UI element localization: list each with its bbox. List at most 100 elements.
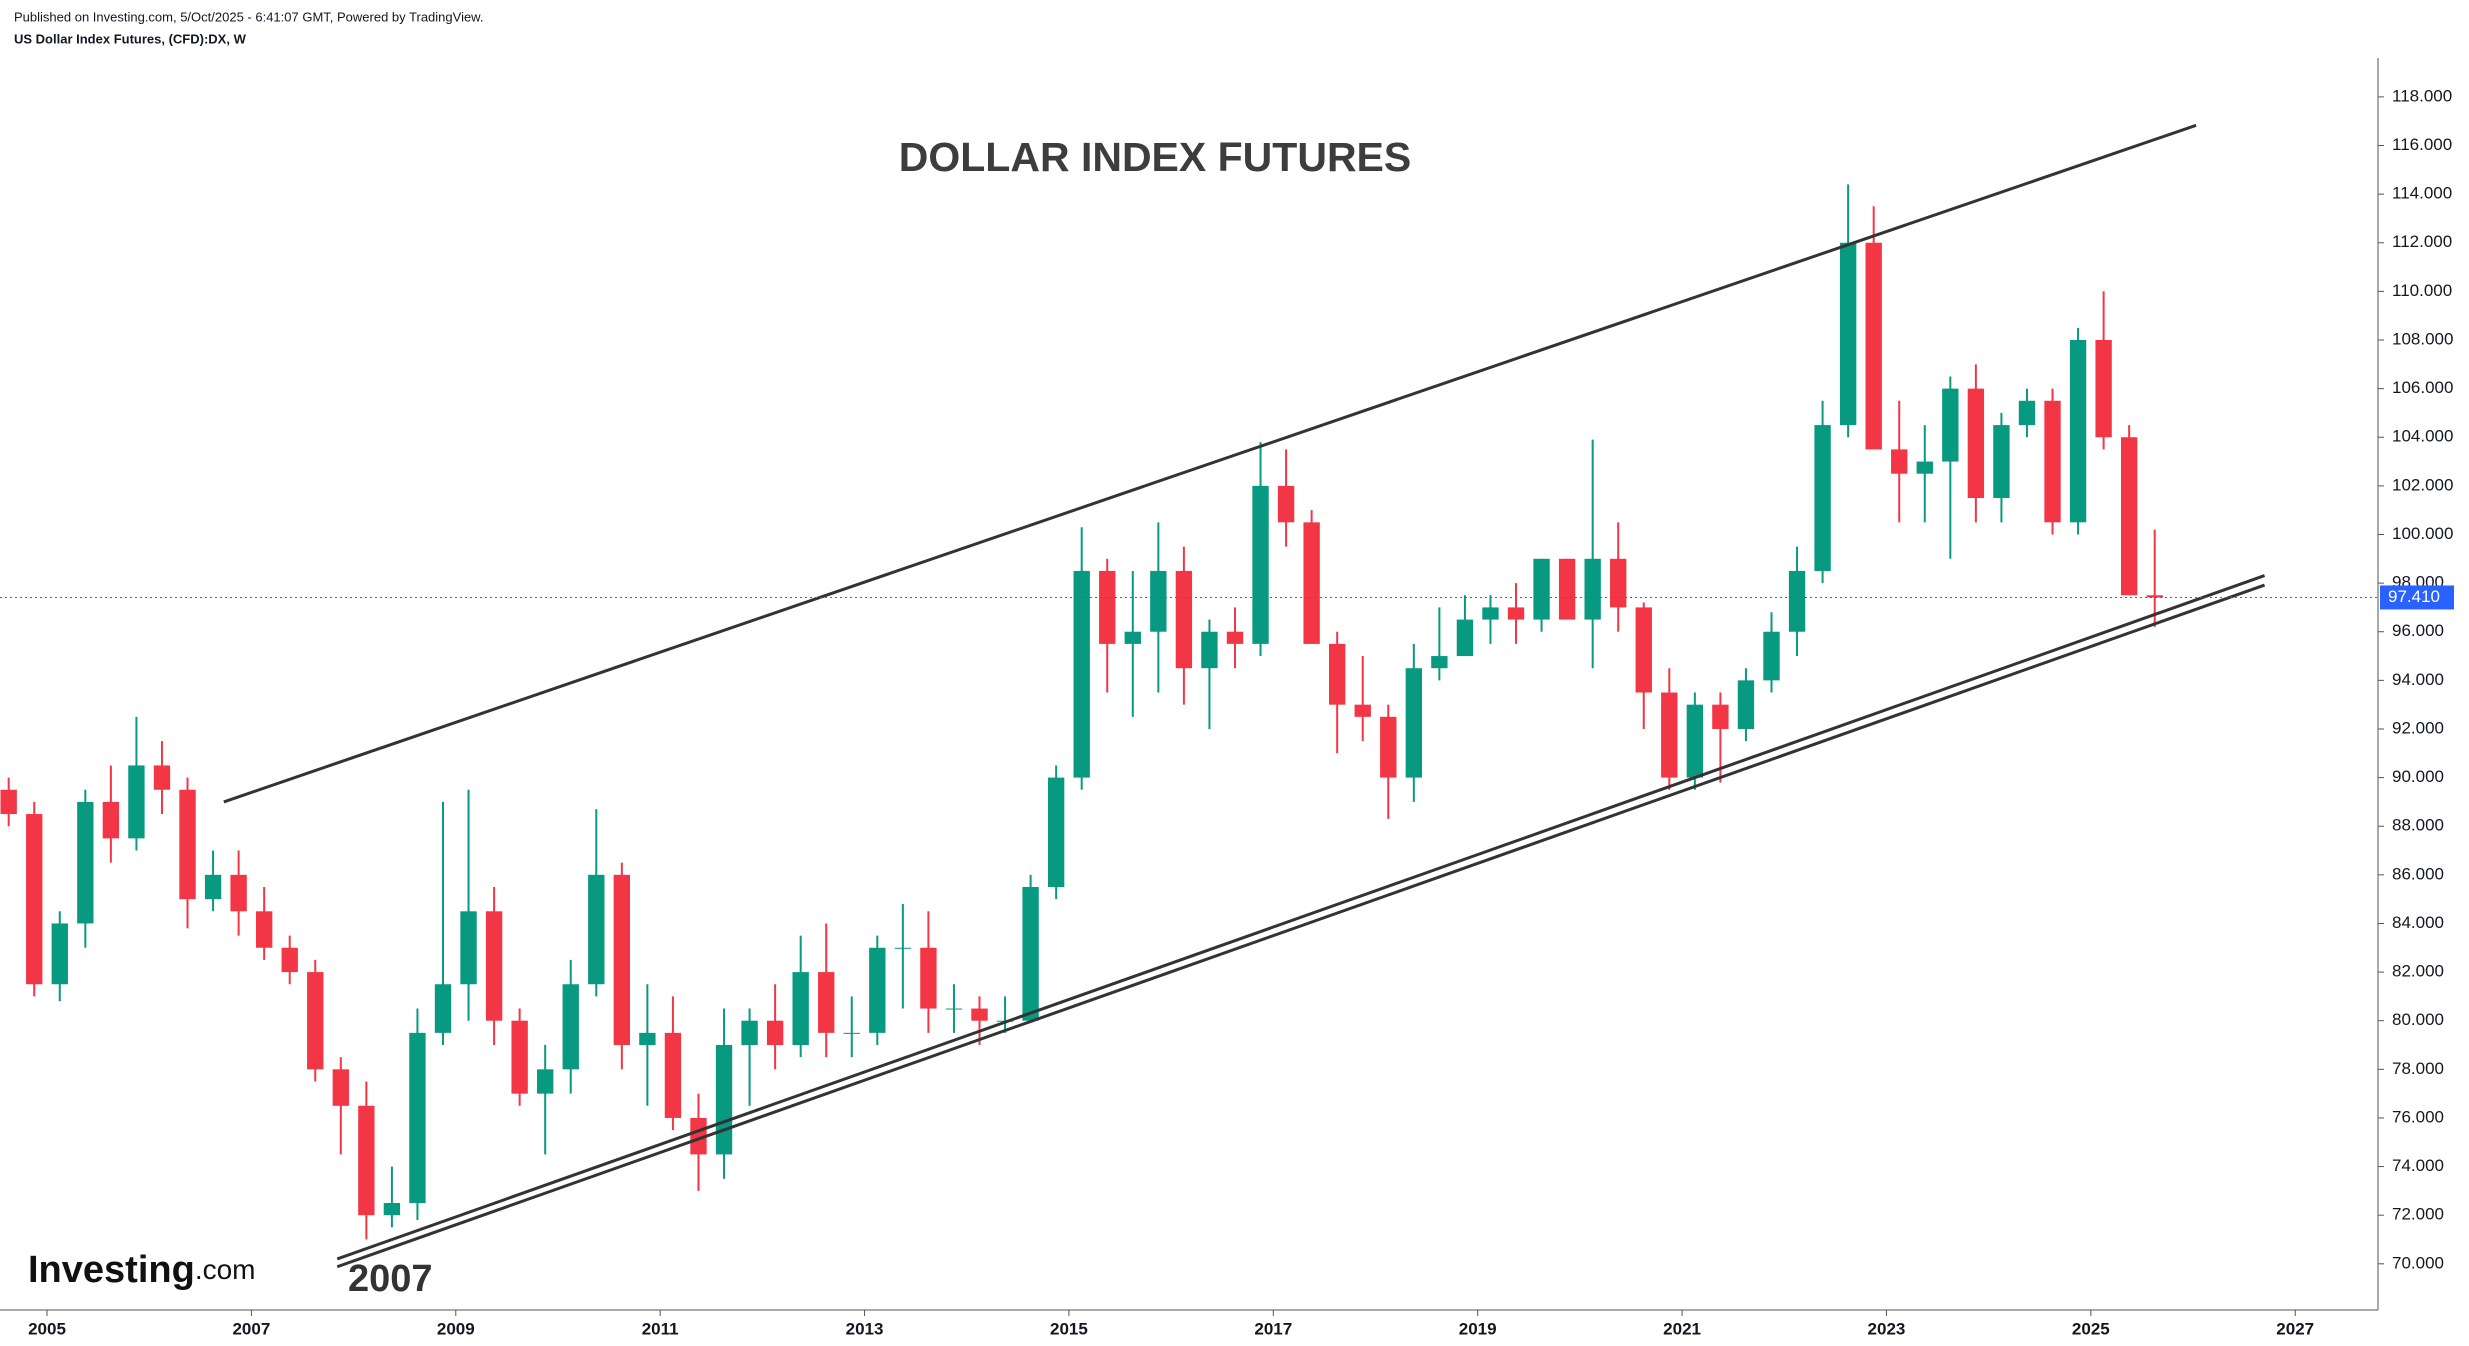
candle-body — [179, 789, 196, 900]
candle-body — [715, 1045, 733, 1155]
candle-body — [664, 1032, 682, 1118]
candle-body — [1865, 242, 1882, 450]
y-tick-label: 116.000 — [2392, 135, 2452, 154]
published-note: Published on Investing.com, 5/Oct/2025 -… — [14, 9, 483, 24]
y-tick-label: 80.000 — [2392, 1010, 2444, 1029]
candle-body — [1942, 388, 1959, 462]
y-tick-label: 108.000 — [2392, 329, 2453, 348]
candle-body — [307, 972, 324, 1070]
candle-body — [1431, 656, 1448, 669]
candle-body — [2146, 595, 2163, 598]
candle-body — [383, 1203, 401, 1216]
x-tick-label: 2011 — [642, 1319, 679, 1338]
trendline — [336, 583, 2266, 1269]
candle-body — [1993, 425, 2010, 499]
candle-body — [894, 947, 912, 949]
candle-body — [1916, 461, 1933, 474]
y-tick-label: 100.000 — [2392, 524, 2453, 543]
candle-body — [1252, 485, 1269, 644]
y-tick-label: 86.000 — [2392, 864, 2444, 883]
candle-body — [920, 947, 937, 1009]
y-tick-label: 104.000 — [2392, 427, 2453, 446]
candle-body — [971, 1008, 988, 1021]
annotation: 2007 — [348, 1258, 433, 1300]
candle-body — [945, 1008, 963, 1010]
candle-body — [690, 1117, 707, 1155]
candle-body — [1584, 558, 1601, 620]
candle-body — [358, 1105, 375, 1216]
candle-body — [1788, 570, 1806, 632]
candle-body — [281, 947, 298, 973]
y-tick-label: 72.000 — [2392, 1205, 2444, 1224]
candle-body — [1610, 558, 1627, 608]
candle-body — [613, 874, 631, 1046]
x-tick-label: 2023 — [1868, 1319, 1906, 1338]
candle-body — [1073, 570, 1090, 778]
y-tick-label: 90.000 — [2392, 767, 2444, 786]
x-tick-label: 2013 — [846, 1319, 884, 1338]
trendline — [223, 123, 2197, 804]
y-tick-label: 76.000 — [2392, 1107, 2444, 1126]
candle-body — [2120, 437, 2138, 596]
candle-body — [792, 972, 809, 1046]
candle-body — [1201, 631, 1218, 669]
candle-body — [1635, 607, 1652, 693]
candle-body — [2044, 400, 2061, 523]
candle-body — [1891, 449, 1908, 474]
candle-body — [1737, 680, 1755, 729]
y-tick-label: 82.000 — [2392, 962, 2444, 981]
y-tick-label: 118.000 — [2392, 86, 2452, 105]
y-tick-label: 106.000 — [2392, 378, 2453, 397]
x-tick-label: 2021 — [1663, 1319, 1701, 1338]
candle-body — [1175, 570, 1193, 669]
candle-body — [1150, 570, 1167, 632]
candle-body — [588, 874, 605, 985]
candle-body — [153, 765, 171, 790]
candle-body — [1814, 425, 1831, 571]
candle-body — [1763, 631, 1780, 681]
candle-body — [51, 923, 68, 985]
candle-body — [1507, 607, 1525, 620]
candle-body — [1686, 704, 1704, 778]
y-tick-label: 114.000 — [2392, 184, 2452, 203]
x-tick-label: 2009 — [437, 1319, 475, 1338]
y-tick-label: 84.000 — [2392, 913, 2444, 932]
candle-body — [1022, 886, 1039, 1021]
candle-body — [843, 1032, 860, 1034]
candle-body — [332, 1069, 349, 1106]
logo-suffix: .com — [195, 1254, 256, 1285]
candle-body — [766, 1020, 784, 1046]
x-tick-label: 2027 — [2276, 1319, 2314, 1338]
candle-body — [1303, 522, 1320, 644]
candle-body — [434, 984, 452, 1033]
candle-body — [869, 947, 886, 1033]
last-price-label: 97.410 — [2388, 587, 2440, 606]
candle-body — [2069, 340, 2087, 523]
last-price-box — [2380, 585, 2454, 610]
candle-body — [741, 1020, 758, 1046]
candle-body — [128, 765, 145, 839]
candle-body — [1047, 777, 1065, 887]
candle-body — [255, 911, 273, 948]
candle-body — [1533, 558, 1550, 620]
candle-body — [1226, 631, 1244, 644]
candle-body — [1839, 242, 1857, 426]
candle-body — [1329, 643, 1346, 705]
candle-body — [0, 789, 17, 815]
candle-body — [562, 984, 579, 1070]
candle-body — [639, 1032, 656, 1046]
x-tick-label: 2017 — [1254, 1319, 1292, 1338]
trendline — [336, 574, 2266, 1261]
chart-title: DOLLAR INDEX FUTURES — [899, 134, 1412, 180]
candle-body — [1661, 692, 1678, 778]
candle-body — [485, 911, 503, 1021]
candle-body — [2095, 340, 2112, 438]
candle-body — [1099, 570, 1116, 644]
x-tick-label: 2025 — [2072, 1319, 2110, 1338]
candle-body — [1405, 668, 1422, 778]
logo-name: Investing — [28, 1249, 195, 1291]
candle-body — [1967, 388, 1985, 499]
y-tick-label: 70.000 — [2392, 1253, 2444, 1272]
candle-body — [1124, 631, 1141, 644]
y-tick-label: 92.000 — [2392, 718, 2444, 737]
